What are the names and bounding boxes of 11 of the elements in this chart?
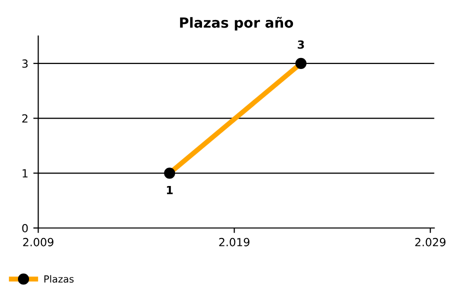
legend-label: Plazas — [44, 275, 74, 283]
x-tick-label: 2.029 — [415, 238, 446, 246]
y-tick-label: 0 — [22, 224, 28, 232]
x-tick-label: 2.019 — [219, 238, 250, 246]
y-tick-label: 1 — [22, 169, 28, 178]
chart-title: Plazas por año — [180, 16, 294, 31]
data-label: 3 — [298, 40, 304, 49]
data-label: 1 — [166, 186, 173, 194]
y-tick-label: 3 — [22, 59, 28, 68]
y-tick-label: 2 — [22, 114, 28, 123]
x-tick-label: 2.009 — [23, 238, 54, 246]
